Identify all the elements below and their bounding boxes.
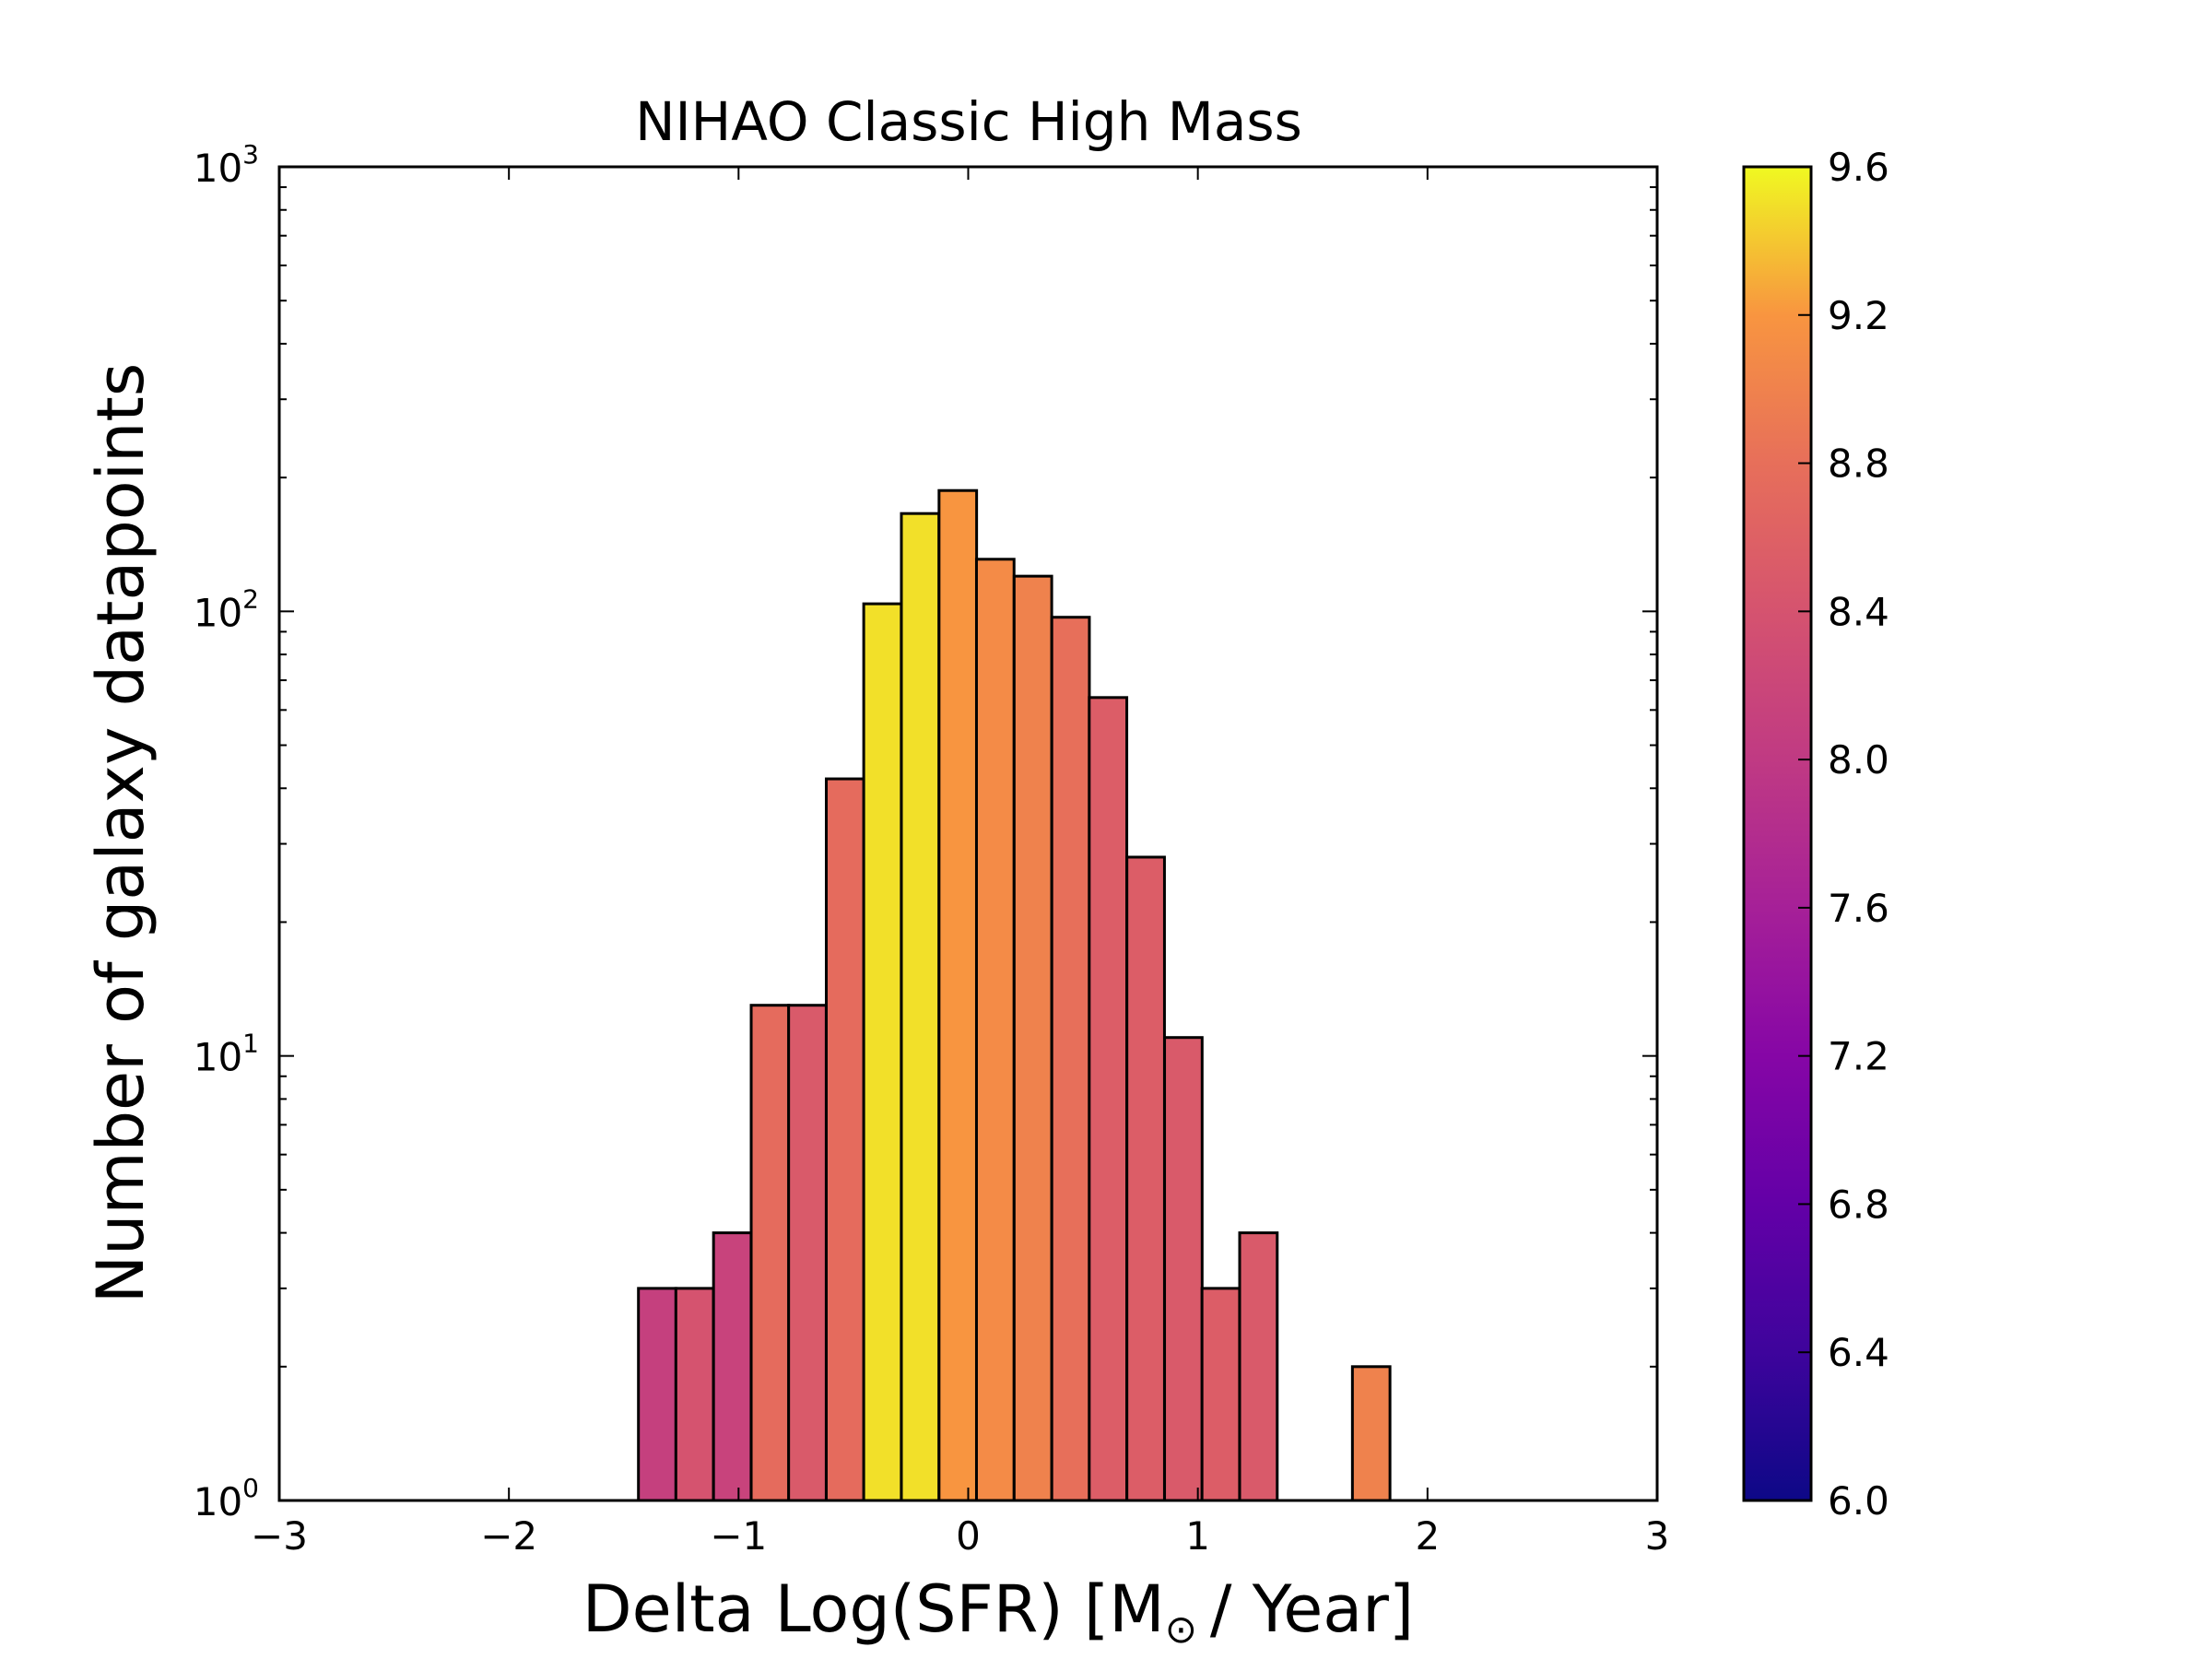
x-tick-label: −1 [710,1513,767,1559]
sun-symbol: ⊙ [1165,1606,1197,1652]
histogram-bar [974,558,1016,1502]
colorbar-tick-label: 6.0 [1828,1478,1889,1524]
colorbar-tick-label: 8.0 [1828,737,1889,782]
chart-title: NIHAO Classic High Mass [635,90,1302,153]
x-tick-label: −2 [480,1513,537,1559]
x-tick-label: 0 [956,1513,981,1559]
histogram-bar [637,1287,677,1502]
histogram-bar [787,1004,828,1502]
colorbar-tick-label: 6.4 [1828,1330,1889,1375]
colorbar-tick-label: 7.2 [1828,1034,1889,1079]
x-tick-label: 2 [1415,1513,1440,1559]
x-tick-label: 1 [1185,1513,1210,1559]
histogram-bar [749,1004,791,1502]
x-tick-label: 3 [1645,1513,1670,1559]
histogram-bar [1163,1036,1204,1502]
x-axis-label: Delta Log(SFR) [M⊙ / Year] [582,1571,1415,1652]
histogram-bar [1125,855,1166,1502]
histogram-bar [1350,1365,1392,1502]
histogram-bar [900,512,941,1502]
colorbar-tick-label: 6.8 [1828,1182,1889,1227]
histogram-bar [1088,696,1129,1502]
colorbar-tick-label: 8.8 [1828,441,1889,487]
histogram-bar [825,777,865,1502]
y-axis-label: Number of galaxy datapoints [83,363,159,1304]
histogram-bar [1200,1287,1241,1502]
y-tick-label: 100 [194,1473,259,1524]
colorbar-tick-label: 9.2 [1828,293,1889,338]
colorbar-tick-label: 7.6 [1828,886,1889,931]
histogram-bar [937,488,979,1502]
histogram-bar [1238,1231,1279,1502]
bars-layer [637,488,1392,1502]
x-tick-label: −3 [251,1513,308,1559]
y-tick-label: 101 [194,1029,259,1080]
colorbar-tick-label: 8.4 [1828,589,1889,634]
ticks-layer: −3 −2 −1 0 1 2 3 100 101 102 103 [194,139,1670,1559]
histogram-bar [1050,616,1091,1502]
colorbar [1742,165,1813,1502]
histogram-bar [1012,574,1053,1502]
colorbar-ticks: 6.0 6.4 6.8 7.2 7.6 8.0 8.4 8.8 9.2 9.6 [1798,145,1889,1524]
histogram-bar [712,1231,753,1502]
colorbar-tick-label: 9.6 [1828,145,1889,190]
histogram-bar [674,1287,715,1502]
y-tick-label: 103 [194,139,259,191]
y-tick-label: 102 [194,583,259,635]
histogram-bar [862,602,903,1502]
